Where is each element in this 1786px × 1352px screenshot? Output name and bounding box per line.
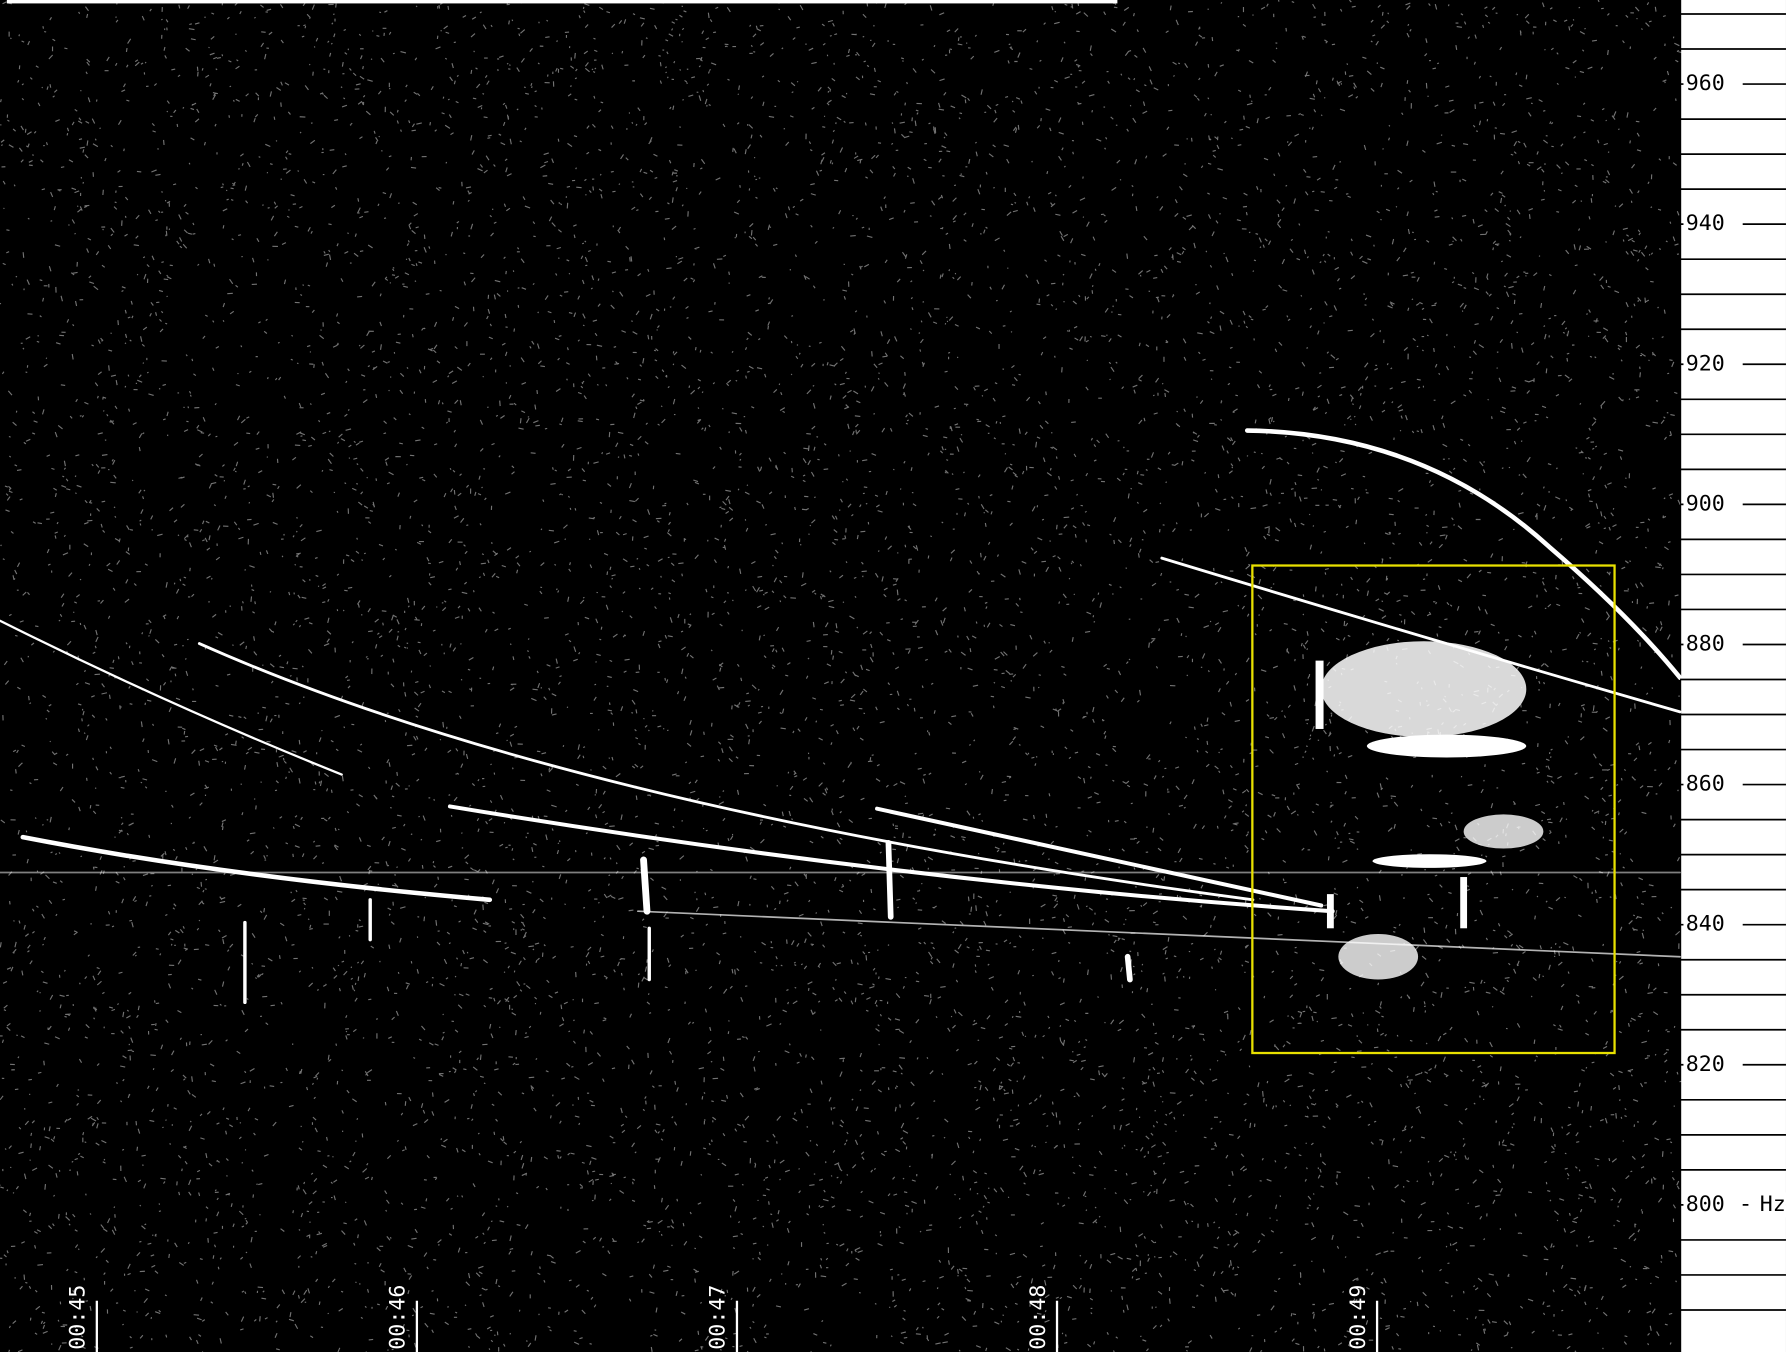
blob — [1321, 641, 1527, 737]
label-bg — [1683, 71, 1743, 97]
blob — [1460, 877, 1468, 929]
y-tick-label: 900 — [1686, 491, 1725, 516]
y-tick-label: 840 — [1686, 912, 1725, 937]
blob — [1372, 854, 1487, 868]
y-tick-label: 820 — [1686, 1052, 1725, 1077]
burst — [640, 856, 651, 915]
label-bg — [1683, 1192, 1743, 1218]
noise-speckle — [0, 0, 1683, 1352]
blob — [1338, 933, 1419, 980]
blob — [1326, 894, 1334, 929]
blob — [1463, 814, 1544, 849]
label-bg — [1683, 351, 1743, 377]
signal-blob — [1315, 641, 1544, 980]
label-bg — [1683, 772, 1743, 798]
time-label: 00:45 — [66, 1285, 91, 1350]
trace — [1244, 428, 1683, 680]
time-label: 00:48 — [1026, 1285, 1051, 1350]
label-bg — [1748, 1192, 1786, 1218]
label-bg — [1683, 211, 1743, 237]
label-bg — [1683, 912, 1743, 938]
label-bg — [1683, 631, 1743, 658]
trace — [637, 910, 1681, 958]
selection-box[interactable] — [1251, 564, 1616, 1055]
time-label: 00:47 — [706, 1285, 731, 1350]
y-tick-label: 920 — [1686, 351, 1725, 376]
trace — [20, 834, 493, 903]
label-bg — [1683, 491, 1743, 517]
blob — [1315, 660, 1324, 729]
label-bg — [1683, 1052, 1743, 1078]
trace — [0, 619, 343, 776]
trace — [447, 804, 1335, 914]
time-label: 00:46 — [386, 1285, 411, 1350]
signal-traces — [0, 428, 1683, 1005]
trace — [875, 806, 1324, 908]
y-tick-label: 940 — [1686, 211, 1725, 236]
y-tick-label: 880 — [1686, 631, 1725, 656]
blob — [1366, 734, 1527, 758]
y-tick-label: 860 — [1686, 772, 1725, 797]
y-tick-label: 960 — [1686, 71, 1725, 96]
y-tick-label: 800 — [1686, 1192, 1725, 1217]
time-label: 00:49 — [1346, 1285, 1371, 1350]
trace — [1160, 556, 1682, 714]
y-unit-label: Hz — [1760, 1192, 1786, 1217]
noise — [0, 0, 1683, 1352]
trace — [197, 642, 1255, 902]
burst — [885, 840, 894, 920]
axis-panel — [1680, 0, 1786, 1352]
progress-bar — [6, 0, 1118, 4]
burst — [1124, 953, 1133, 983]
